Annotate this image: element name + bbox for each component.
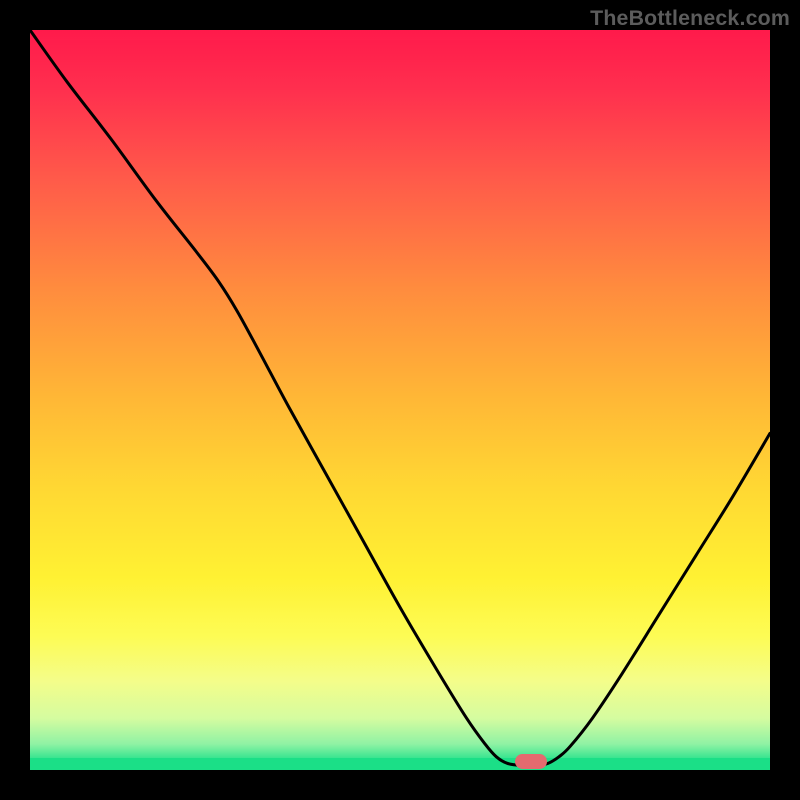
curve-layer [30,30,770,770]
plot-area [30,30,770,770]
minimum-marker [515,754,546,769]
watermark-text: TheBottleneck.com [590,6,790,31]
bottleneck-curve [30,30,770,766]
chart-frame: TheBottleneck.com [0,0,800,800]
